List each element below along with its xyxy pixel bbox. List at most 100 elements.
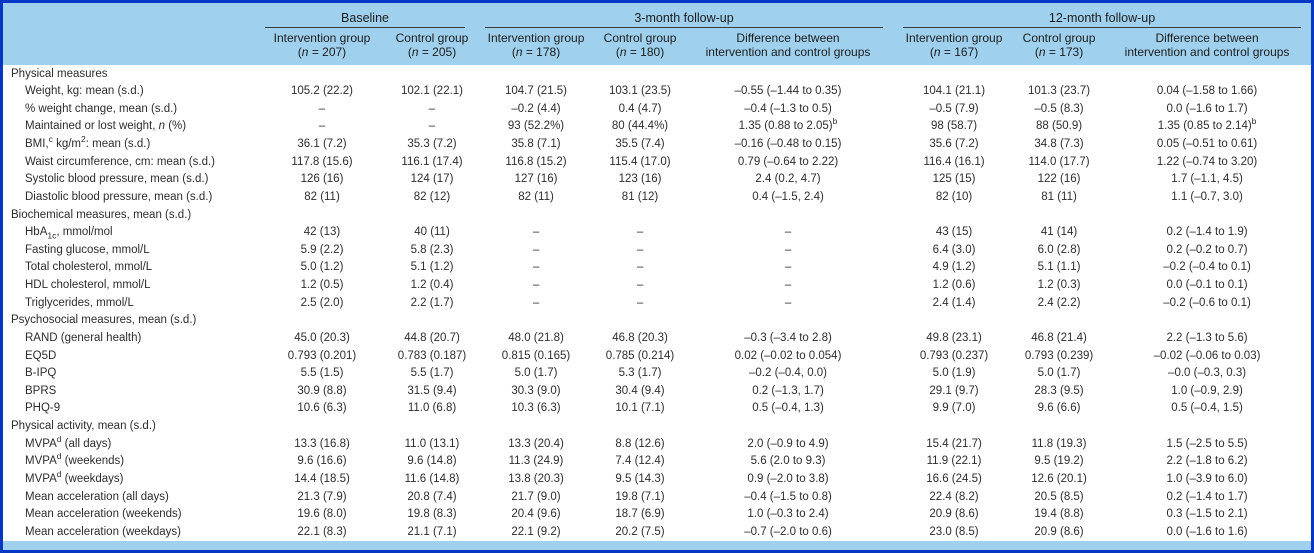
table-cell — [389, 206, 475, 224]
table-cell: 35.5 (7.4) — [615, 138, 665, 151]
table-cell: 1.5 (–2.5 to 5.5) — [1166, 437, 1248, 450]
table-cell: 49.8 (23.1) — [926, 331, 982, 344]
table-cell: 5.6 (2.0 to 9.3) — [750, 455, 826, 468]
table-cell: 0.3 (–1.5 to 2.1) — [1166, 508, 1248, 521]
table-cell: – — [784, 243, 792, 256]
corner-cell — [3, 3, 255, 28]
table-cell: 0.2 (–0.2 to 0.7) — [1166, 243, 1248, 256]
table-cell: 0.4 (–1.5, 2.4) — [752, 190, 824, 203]
group-label: Baseline — [265, 11, 466, 28]
table-cell — [893, 312, 1015, 330]
table-cell: 11.6 (14.8) — [404, 472, 460, 485]
table-cell: 23.0 (8.5) — [929, 525, 979, 538]
table-cell: 82 (11) — [518, 190, 554, 203]
table-cell: 22.1 (8.3) — [297, 525, 347, 538]
table-cell: 22.1 (9.2) — [511, 525, 561, 538]
table-cell: 13.3 (16.8) — [294, 437, 350, 450]
section-label: Physical measures — [11, 67, 108, 80]
table-cell: 14.4 (18.5) — [294, 472, 350, 485]
table-cell: 20.5 (8.5) — [1034, 490, 1084, 503]
table-cell: 12.6 (20.1) — [1031, 472, 1087, 485]
table-cell: 10.1 (7.1) — [615, 402, 665, 415]
table-cell: – — [428, 102, 436, 115]
table-cell: 9.6 (6.6) — [1037, 402, 1081, 415]
table-cell: 9.6 (14.8) — [407, 455, 457, 468]
table-cell: – — [428, 120, 436, 133]
table-cell: 1.0 (–3.9 to 6.0) — [1166, 472, 1248, 485]
col-header-baseline-intervention: Intervention group (n = 207) — [255, 28, 389, 65]
table-cell — [683, 312, 893, 330]
table-cell: –0.3 (–3.4 to 2.8) — [744, 331, 832, 344]
table-cell: 104.7 (21.5) — [505, 85, 568, 98]
table-cell: – — [318, 120, 326, 133]
table-cell: 35.6 (7.2) — [929, 138, 979, 151]
table-cell: – — [532, 261, 540, 274]
table-cell: 82 (12) — [413, 190, 451, 203]
table-cell: –0.2 (–0.4, 0.0) — [749, 367, 828, 380]
table-cell: 114.0 (17.7) — [1028, 155, 1090, 168]
row-label: PHQ-9 — [25, 402, 61, 415]
table-cell: 8.8 (12.6) — [615, 437, 665, 450]
row-label: BMI,c kg/m2: mean (s.d.) — [25, 135, 151, 151]
table-cell: – — [532, 296, 540, 309]
table-cell: 0.9 (–2.0 to 3.8) — [747, 472, 829, 485]
table-row: Diastolic blood pressure, mean (s.d.) 82 … — [3, 188, 1311, 206]
table-cell: 45.0 (20.3) — [294, 331, 350, 344]
table-cell: 41 (14) — [1040, 226, 1078, 239]
table-cell: 20.4 (9.6) — [511, 508, 561, 521]
table-cell: 0.0 (–0.1 to 0.1) — [1166, 279, 1248, 292]
row-label: RAND (general health) — [25, 331, 142, 344]
table-cell: –0.5 (7.9) — [929, 102, 979, 115]
table-cell: 1.35 (0.88 to 2.05)b — [738, 117, 838, 133]
table-cell: 42 (13) — [303, 226, 341, 239]
table-cell: –0.7 (–2.0 to 0.6) — [744, 525, 832, 538]
table-cell: – — [532, 243, 540, 256]
table-cell: 35.8 (7.1) — [511, 138, 561, 151]
row-label: Weight, kg: mean (s.d.) — [25, 85, 144, 98]
table-body: Physical measures Weight, kg: mean (s.d.)… — [3, 65, 1311, 541]
table-cell: 0.783 (0.187) — [397, 349, 467, 362]
table-cell — [475, 312, 597, 330]
table-cell — [1103, 418, 1311, 436]
table-cell: 11.3 (24.9) — [508, 455, 564, 468]
table-cell: 104.1 (21.1) — [923, 85, 986, 98]
table-cell: 5.0 (1.2) — [300, 261, 344, 274]
table-cell: 88 (50.9) — [1036, 120, 1083, 133]
table-cell — [683, 418, 893, 436]
table-cell — [255, 418, 389, 436]
table-cell: 1.2 (0.4) — [410, 279, 454, 292]
table-cell: 20.8 (7.4) — [407, 490, 457, 503]
table-cell: –0.0 (–0.3, 0.3) — [1168, 367, 1247, 380]
table-cell: 5.5 (1.5) — [300, 367, 344, 380]
table-cell: 2.2 (–1.3 to 5.6) — [1166, 331, 1248, 344]
col-header-3month-control: Control group (n = 180) — [597, 28, 684, 65]
table-row: Triglycerides, mmol/L 2.5 (2.0) 2.2 (1.7) –… — [3, 294, 1311, 312]
table-cell: 124 (17) — [410, 173, 454, 186]
table-cell: 1.7 (–1.1, 4.5) — [1171, 173, 1243, 186]
table-cell — [683, 206, 893, 224]
table-row: HbA1c, mmol/mol 42 (13) 40 (11) – – – 43 (15) 4… — [3, 224, 1311, 242]
col-header-baseline-control: Control group (n = 205) — [389, 28, 476, 65]
table-cell: 82 (11) — [304, 190, 340, 203]
table-row: Systolic blood pressure, mean (s.d.) 126 … — [3, 171, 1311, 189]
section-row: Physical activity, mean (s.d.) — [3, 418, 1311, 436]
table-cell — [389, 65, 475, 83]
table-cell: 0.2 (–1.4 to 1.7) — [1166, 490, 1248, 503]
row-label: BPRS — [25, 384, 57, 397]
table-cell — [893, 418, 1015, 436]
row-label: Maintained or lost weight, n (%) — [25, 120, 187, 133]
table-cell: –0.5 (8.3) — [1034, 102, 1084, 115]
table-cell: 0.4 (4.7) — [618, 102, 662, 115]
row-label: HbA1c, mmol/mol — [25, 226, 113, 241]
table-cell: 0.05 (–0.51 to 0.61) — [1156, 138, 1258, 151]
table-cell: 11.0 (6.8) — [407, 402, 457, 415]
col-header-3month-difference: Difference between intervention and cont… — [683, 28, 894, 65]
table-cell: 1.22 (–0.74 to 3.20) — [1156, 155, 1258, 168]
col-header-3month-intervention: Intervention group (n = 178) — [475, 28, 598, 65]
table-cell: 9.9 (7.0) — [932, 402, 976, 415]
row-label: Triglycerides, mmol/L — [25, 296, 134, 309]
table-cell: 116.8 (15.2) — [505, 155, 567, 168]
table-cell: 35.3 (7.2) — [407, 138, 457, 151]
table-cell: 19.4 (8.8) — [1034, 508, 1084, 521]
table-cell: 103.1 (23.5) — [609, 85, 672, 98]
